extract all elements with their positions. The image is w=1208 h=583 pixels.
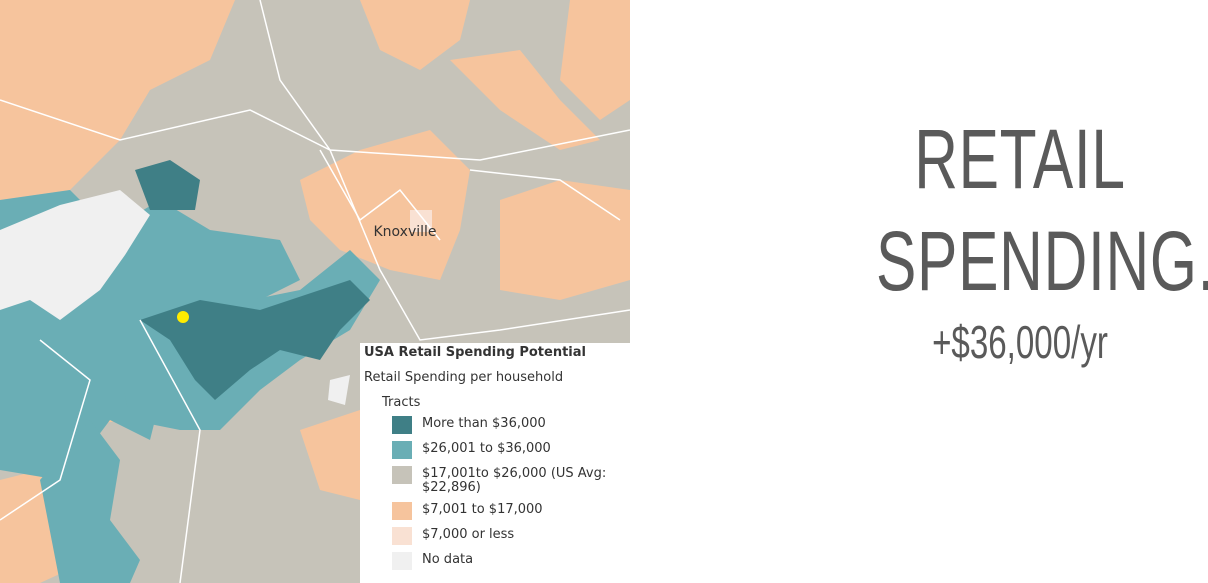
region: [410, 210, 432, 232]
region: [450, 50, 600, 150]
legend-item: $7,001 to $17,000: [392, 502, 626, 520]
legend-swatch: [392, 552, 412, 570]
city-label: Knoxville: [373, 224, 436, 240]
legend-label: More than $36,000: [422, 416, 546, 431]
boundary: [139, 319, 201, 583]
legend-item: No data: [392, 552, 626, 570]
legend-swatch: [392, 416, 412, 434]
legend-subtitle: Retail Spending per household: [364, 370, 564, 385]
region: [0, 0, 235, 200]
region: [300, 410, 360, 500]
legend-label: $7,001 to $17,000: [422, 502, 543, 517]
legend-label: No data: [422, 552, 474, 567]
legend-swatch: [392, 466, 412, 484]
boundary: [319, 149, 441, 241]
region: [360, 0, 470, 70]
legend-swatch: [392, 527, 412, 545]
boundary: [469, 169, 621, 221]
boundary: [0, 339, 91, 521]
region: [300, 130, 470, 280]
headline-lines: RETAIL SPENDING.: [820, 108, 1208, 312]
headline-amount: +$36,000/yr: [932, 316, 1108, 368]
legend-swatch: [392, 441, 412, 459]
legend-item: More than $36,000: [392, 416, 626, 434]
headline-line: RETAIL: [914, 112, 1126, 206]
region: [328, 375, 350, 405]
legend-item: $17,001to $26,000 (US Avg: $22,896): [392, 466, 626, 495]
region: [140, 280, 370, 400]
map: Knoxville: [0, 0, 630, 583]
headline-line: SPENDING.: [876, 214, 1208, 308]
boundary: [259, 0, 630, 341]
legend-label: $17,001to $26,000 (US Avg: $22,896): [422, 466, 607, 495]
legend-item: $26,001 to $36,000: [392, 441, 626, 459]
legend: USA Retail Spending Potential Retail Spe…: [360, 343, 630, 583]
headline: RETAIL SPENDING. +$36,000/yr: [820, 108, 1208, 370]
boundaries: [0, 0, 630, 583]
legend-group: Tracts: [382, 395, 421, 410]
region: [0, 190, 150, 320]
legend-label: $26,001 to $36,000: [422, 441, 551, 456]
region: [135, 160, 200, 210]
region: [560, 0, 630, 120]
legend-items: More than $36,000 $26,001 to $36,000 $17,0…: [364, 416, 626, 570]
boundary: [0, 99, 630, 161]
legend-label: $7,000 or less: [422, 527, 515, 542]
region: [500, 180, 630, 300]
location-marker: [177, 311, 189, 323]
legend-title: USA Retail Spending Potential: [364, 345, 586, 360]
legend-item: $7,000 or less: [392, 527, 626, 545]
legend-swatch: [392, 502, 412, 520]
